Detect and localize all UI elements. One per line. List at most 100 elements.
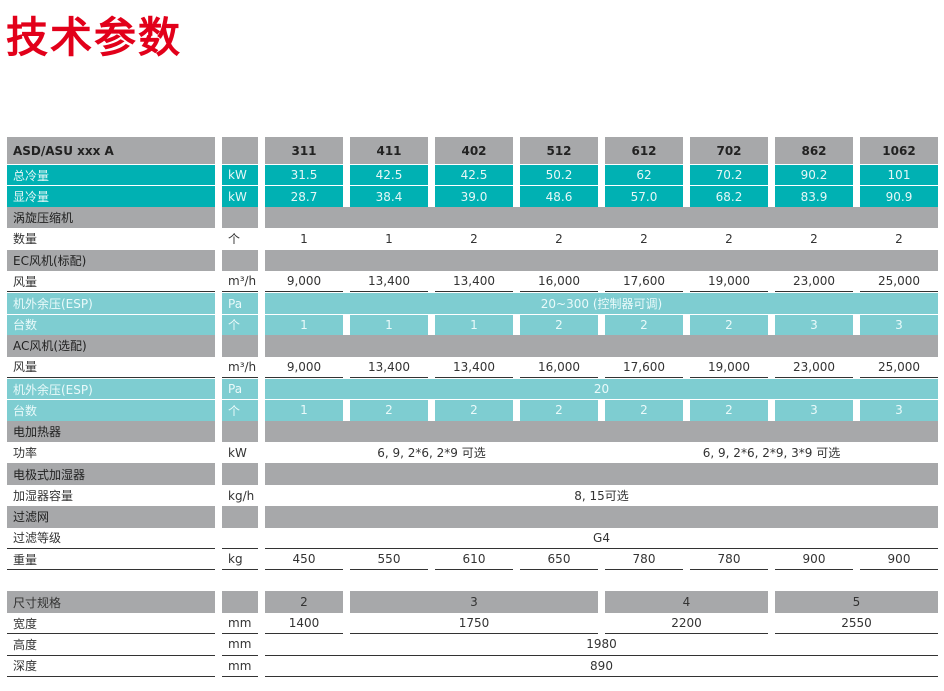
- table-row: 涡旋压缩机: [7, 206, 939, 229]
- table-cell: 48.6: [520, 185, 598, 207]
- page-title: 技术参数: [6, 13, 183, 62]
- row-unit: [222, 528, 258, 550]
- table-cell: 2: [605, 399, 683, 421]
- table-row: 电加热器: [7, 420, 939, 443]
- spec-table: ASD/ASU xxx A 311 411 402 512 612 702 862 1062 总冷…: [7, 137, 939, 677]
- table-row: 电极式加湿器: [7, 463, 939, 485]
- table-cell: 16,000: [520, 357, 598, 378]
- table-row: 风量 m³/h 9,000 13,400 13,400 16,000 17,600 19,00…: [7, 357, 939, 378]
- row-unit: [222, 420, 258, 443]
- row-label: 重量: [7, 549, 215, 571]
- table-cell: 411: [350, 137, 428, 164]
- row-unit: kW: [222, 185, 258, 207]
- table-cell: 780: [690, 549, 768, 571]
- table-cell: 42.5: [350, 164, 428, 186]
- table-cell: 70.2: [690, 164, 768, 186]
- row-label: 过滤网: [7, 506, 215, 528]
- table-cell: 2: [810, 231, 818, 246]
- table-cell: 2: [605, 313, 683, 336]
- table-row: 机外余压(ESP) Pa 20: [7, 377, 939, 400]
- row-label: 机外余压(ESP): [7, 377, 215, 400]
- row-label: 风量: [7, 357, 215, 378]
- table-cell: 39.0: [435, 185, 513, 207]
- table-cell: 6, 9, 2*6, 2*9, 3*9 可选: [702, 446, 841, 461]
- row-label: 加湿器容量: [13, 489, 74, 504]
- row-label: 台数: [7, 313, 215, 336]
- table-row: 台数个 1 1 1 2 2 2 3 3: [7, 313, 939, 336]
- table-cell: 4: [605, 591, 768, 613]
- table-cell: 1: [265, 399, 343, 421]
- table-cell: 6, 9, 2*6, 2*9 可选: [377, 446, 486, 461]
- table-row: 过滤网: [7, 506, 939, 528]
- table-cell: 2: [640, 231, 648, 246]
- row-unit: m³/h: [222, 357, 258, 378]
- row-label: 高度: [7, 634, 215, 656]
- table-cell: 3: [860, 399, 938, 421]
- table-cell: 50.2: [520, 164, 598, 186]
- table-row: 总冷量 kW 31.5 42.5 42.5 50.2 62 70.2 90.2 101: [7, 164, 939, 186]
- table-cell: 1: [350, 313, 428, 336]
- table-cell: 8, 15可选: [574, 489, 629, 504]
- table-row: 机外余压(ESP) Pa 20~300 (控制器可调): [7, 292, 939, 314]
- row-label: 机外余压(ESP): [7, 292, 215, 314]
- table-cell: 1400: [265, 613, 343, 635]
- table-cell: G4: [265, 528, 938, 550]
- table-row: 深度 mm 890: [7, 656, 939, 677]
- row-label: ASD/ASU xxx A: [7, 137, 215, 164]
- table-cell: 3: [860, 313, 938, 336]
- table-row: 加湿器容量 kg/h 8, 15可选: [7, 485, 939, 506]
- table-cell: 862: [775, 137, 853, 164]
- table-cell: 2: [265, 591, 343, 613]
- table-cell: 9,000: [265, 271, 343, 293]
- table-cell: 311: [265, 137, 343, 164]
- row-label: 总冷量: [7, 164, 215, 186]
- row-unit: kg/h: [228, 488, 255, 503]
- row-label: 涡旋压缩机: [7, 206, 215, 229]
- table-cell: 90.9: [860, 185, 938, 207]
- table-cell: 1980: [265, 634, 938, 656]
- table-row: 高度 mm 1980: [7, 634, 939, 656]
- row-label: 电极式加湿器: [7, 463, 215, 485]
- table-cell: 780: [605, 549, 683, 571]
- row-label: EC风机(标配): [7, 249, 215, 271]
- row-unit: Pa: [222, 292, 258, 314]
- table-cell: [265, 249, 938, 271]
- row-unit: m³/h: [222, 271, 258, 293]
- table-cell: 1750: [350, 613, 598, 635]
- table-cell: 402: [435, 137, 513, 164]
- table-cell: 702: [690, 137, 768, 164]
- table-cell: 62: [605, 164, 683, 186]
- table-cell: 23,000: [775, 271, 853, 293]
- table-cell: 890: [265, 656, 938, 677]
- table-row: 台数个 1 2 2 2 2 2 3 3: [7, 399, 939, 421]
- table-cell: 550: [350, 549, 428, 571]
- table-row: 尺寸规格 2 3 4 5: [7, 591, 939, 613]
- row-unit: 个: [222, 399, 258, 421]
- table-cell: 3: [350, 591, 598, 613]
- row-unit: [222, 335, 258, 357]
- table-cell: 2200: [605, 613, 768, 635]
- table-cell: 3: [775, 399, 853, 421]
- row-unit: kg: [222, 549, 258, 571]
- row-unit: 个: [222, 313, 258, 336]
- table-cell: [265, 463, 938, 485]
- table-gap: [7, 570, 939, 591]
- table-cell: 2: [470, 231, 478, 246]
- table-row: 宽度 mm 1400 1750 2200 2550: [7, 613, 939, 635]
- table-cell: 2550: [775, 613, 938, 635]
- table-row: 功率 kW 6, 9, 2*6, 2*9 可选 6, 9, 2*6, 2*9, 3*9…: [7, 442, 939, 463]
- table-cell: 2: [555, 231, 563, 246]
- table-cell: 101: [860, 164, 938, 186]
- table-cell: 5: [775, 591, 938, 613]
- table-cell: 1062: [860, 137, 938, 164]
- table-row: 数量 个 1 1 2 2 2 2 2 2: [7, 228, 939, 249]
- table-cell: 19,000: [690, 357, 768, 378]
- row-label: 台数: [7, 399, 215, 421]
- row-unit: 个: [228, 232, 241, 247]
- table-cell: 900: [775, 549, 853, 571]
- row-unit: [222, 506, 258, 528]
- table-cell: 68.2: [690, 185, 768, 207]
- table-cell: 450: [265, 549, 343, 571]
- table-cell: 38.4: [350, 185, 428, 207]
- table-cell: 2: [895, 231, 903, 246]
